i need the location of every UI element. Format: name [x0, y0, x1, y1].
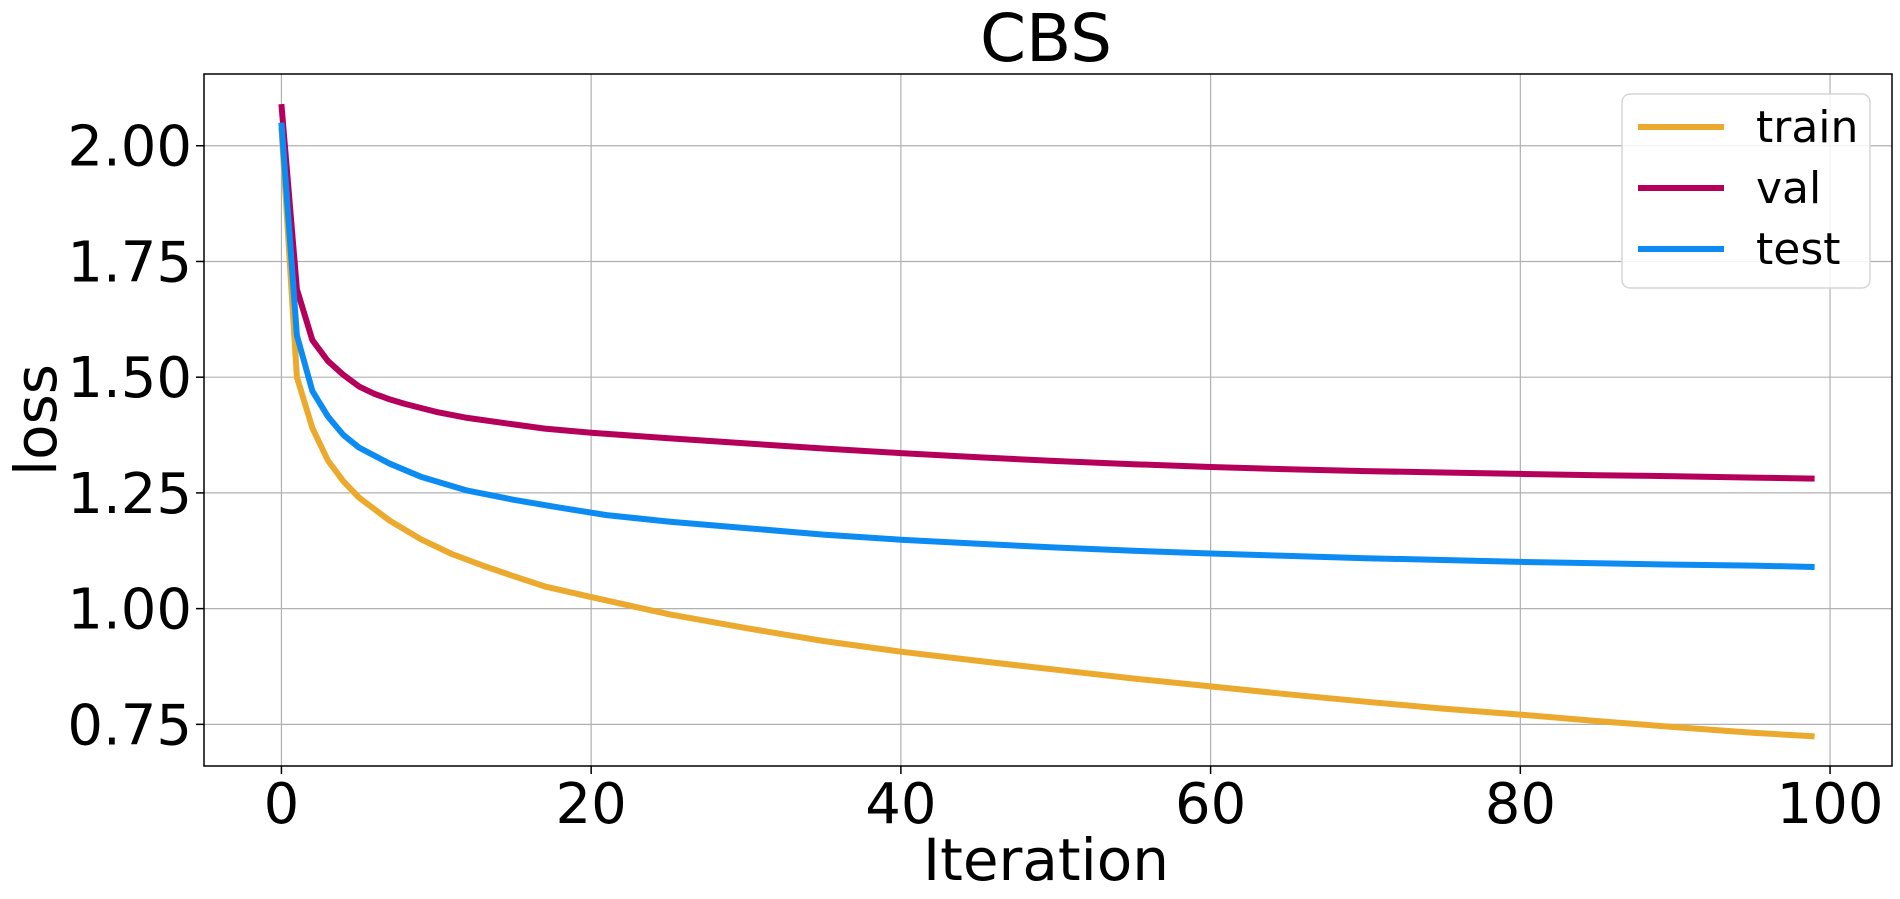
legend-label-val: val [1756, 163, 1821, 214]
x-tick-label: 60 [1175, 772, 1246, 837]
x-tick-label: 100 [1777, 772, 1884, 837]
y-axis-label: loss [2, 364, 70, 476]
y-tick-label: 0.75 [67, 693, 192, 758]
legend-label-test: test [1756, 224, 1841, 275]
legend: train val test [1621, 93, 1871, 289]
axis-ticks: 0 20 40 60 80 100 0.75 1.00 1.25 1.50 1.75 2.00 [67, 115, 1883, 837]
x-axis-label: Iteration [923, 826, 1169, 894]
legend-label-train: train [1756, 102, 1858, 153]
y-tick-label: 1.50 [67, 346, 192, 411]
y-tick-label: 1.75 [67, 230, 192, 295]
legend-box [1621, 93, 1871, 289]
x-tick-label: 40 [865, 772, 936, 837]
y-tick-label: 2.00 [67, 115, 192, 180]
chart-title: CBS [980, 0, 1112, 77]
x-tick-label: 20 [556, 772, 627, 837]
y-tick-label: 1.00 [67, 578, 192, 643]
x-tick-label: 80 [1485, 772, 1556, 837]
series-line-test [278, 122, 1815, 570]
series-lines [278, 103, 1815, 740]
series-line-train [278, 127, 1815, 740]
y-tick-label: 1.25 [67, 462, 192, 527]
plot-frame [203, 73, 1893, 767]
series-line-val [278, 103, 1815, 482]
x-tick-label: 0 [264, 772, 300, 837]
